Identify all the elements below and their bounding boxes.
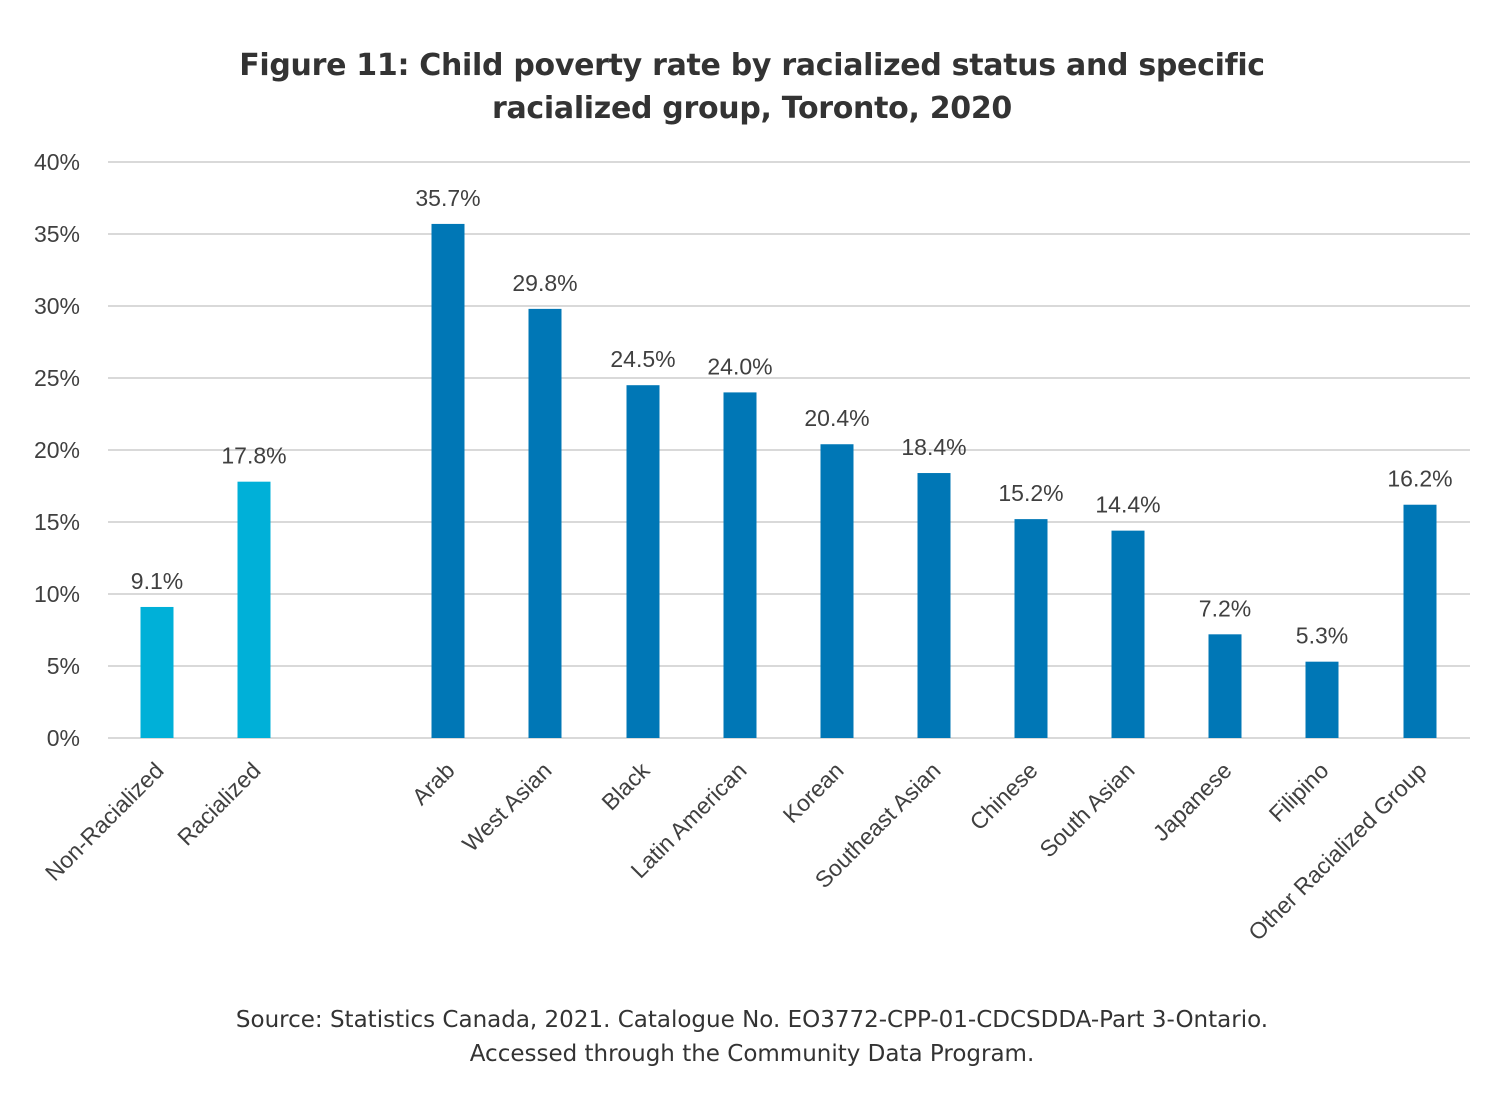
bars	[140, 223, 1437, 739]
data-label: 7.2%	[1199, 595, 1251, 621]
y-tick-label: 15%	[34, 509, 80, 535]
x-tick-label: Filipino	[1264, 757, 1334, 827]
y-tick-label: 0%	[47, 725, 80, 751]
source-line-2: Accessed through the Community Data Prog…	[469, 1041, 1035, 1067]
data-label: 20.4%	[804, 405, 869, 431]
data-label: 35.7%	[415, 185, 480, 211]
y-tick-label: 20%	[34, 437, 80, 463]
source-note: Source: Statistics Canada, 2021. Catalog…	[0, 1003, 1504, 1071]
bar	[1014, 519, 1048, 738]
bar	[723, 392, 757, 738]
x-tick-label: West Asian	[457, 757, 556, 856]
bar-chart: 0% 5% 10% 15% 20% 25% 30% 35% 40% 9.1% 17.8% 35.7%…	[34, 149, 1470, 946]
data-label: 24.0%	[707, 353, 772, 379]
chart-title-line-1: Figure 11: Child poverty rate by raciali…	[239, 48, 1265, 83]
bar	[237, 481, 271, 738]
x-tick-label: Korean	[778, 757, 849, 828]
source-line-1: Source: Statistics Canada, 2021. Catalog…	[235, 1007, 1269, 1033]
x-tick-label: Non-Racialized	[40, 757, 169, 886]
data-label: 17.8%	[221, 443, 286, 469]
gridlines	[108, 161, 1470, 739]
x-tick-label: South Asian	[1034, 757, 1139, 862]
bar	[431, 223, 465, 739]
bar	[140, 606, 174, 738]
y-tick-label: 5%	[47, 653, 80, 679]
x-tick-label: Racialized	[172, 757, 265, 850]
bar	[1403, 504, 1437, 738]
bar	[820, 444, 854, 738]
data-label: 14.4%	[1095, 492, 1160, 518]
data-label: 16.2%	[1387, 466, 1452, 492]
y-tick-label: 30%	[34, 293, 80, 319]
y-tick-label: 35%	[34, 221, 80, 247]
bar	[1208, 634, 1242, 738]
x-tick-label: Japanese	[1148, 757, 1237, 846]
bar	[626, 385, 660, 738]
bar	[1111, 530, 1145, 738]
y-tick-label: 40%	[34, 149, 80, 175]
bar	[917, 473, 951, 738]
chart-title-line-2: racialized group, Toronto, 2020	[491, 91, 1013, 126]
x-tick-label: Black	[596, 757, 655, 816]
y-tick-label: 25%	[34, 365, 80, 391]
y-axis-tick-labels: 0% 5% 10% 15% 20% 25% 30% 35% 40%	[34, 149, 80, 751]
data-label: 18.4%	[901, 434, 966, 460]
data-label: 9.1%	[131, 568, 183, 594]
x-tick-label: Other Racialized Group	[1243, 757, 1431, 945]
data-label: 24.5%	[610, 346, 675, 372]
chart-title: Figure 11: Child poverty rate by raciali…	[0, 44, 1504, 130]
bar	[1305, 661, 1339, 738]
x-tick-label: Chinese	[964, 757, 1042, 835]
x-tick-label: Arab	[407, 757, 460, 810]
y-tick-label: 10%	[34, 581, 80, 607]
bar	[528, 308, 562, 738]
data-label: 15.2%	[998, 480, 1063, 506]
data-label: 5.3%	[1296, 623, 1348, 649]
data-label: 29.8%	[512, 270, 577, 296]
value-labels: 9.1% 17.8% 35.7% 29.8% 24.5% 24.0% 20.4% 18.4% 1…	[131, 185, 1453, 649]
